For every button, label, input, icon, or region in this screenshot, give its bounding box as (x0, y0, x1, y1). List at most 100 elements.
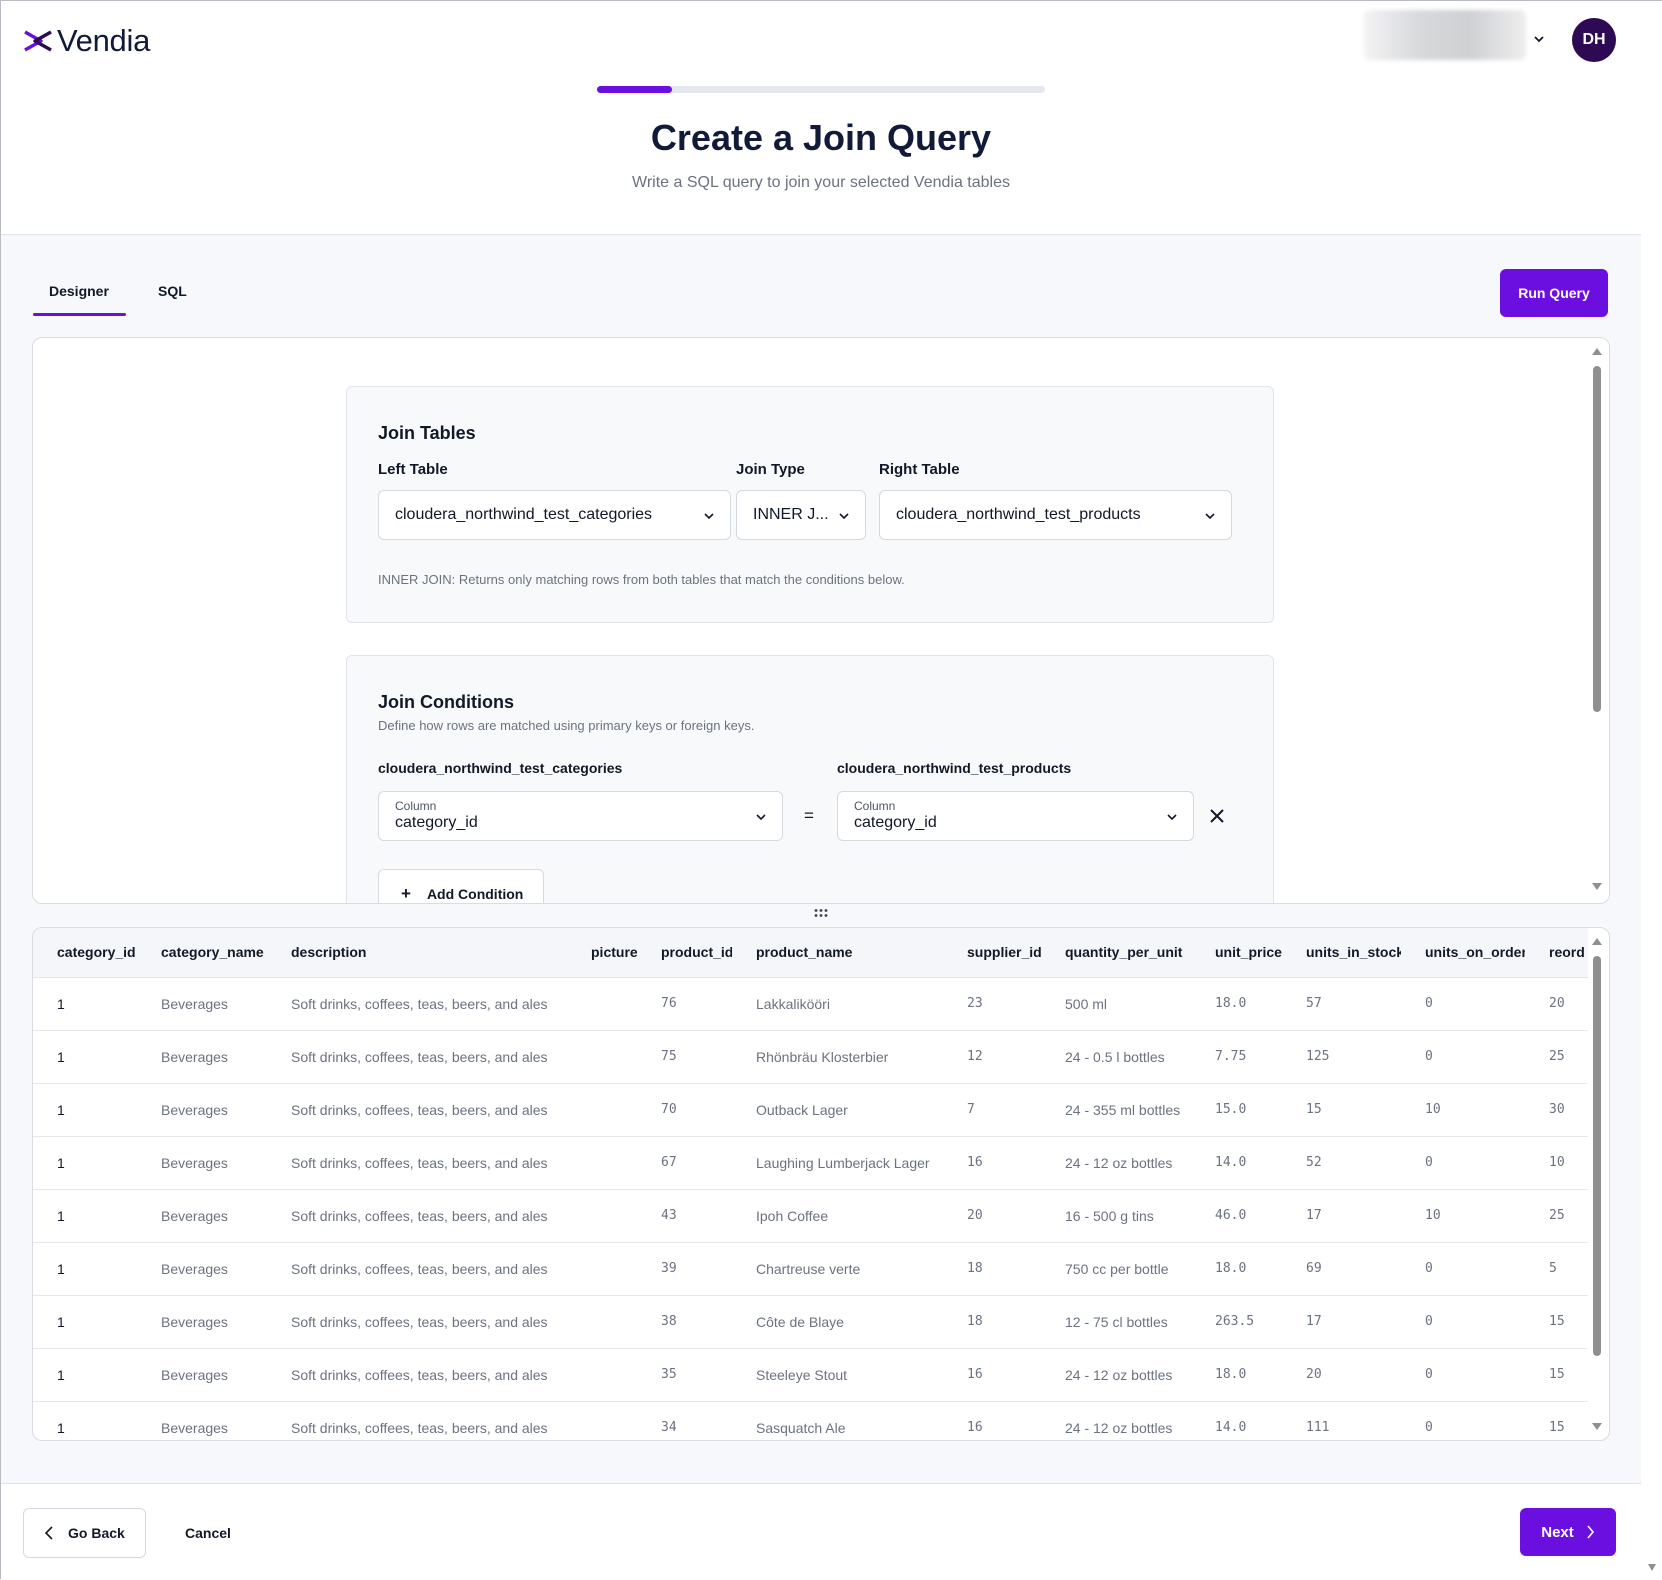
column-header-category-id[interactable]: category_id (33, 928, 137, 978)
table-cell: 16 (943, 1401, 1041, 1440)
table-cell: Ipoh Coffee (732, 1189, 943, 1243)
scroll-down-icon[interactable] (1591, 1422, 1603, 1432)
add-condition-button[interactable]: + Add Condition (378, 869, 544, 903)
column-header-product-id[interactable]: product_id (637, 928, 732, 978)
left-table-label: Left Table (378, 461, 448, 478)
column-header-unit-price[interactable]: unit_price (1191, 928, 1282, 978)
designer-panel: Join Tables Left Table Join Type Right T… (32, 337, 1610, 904)
plus-icon: + (401, 884, 411, 903)
table-cell: Beverages (137, 1295, 267, 1349)
join-conditions-title: Join Conditions (378, 692, 514, 712)
table-cell: 1 (33, 1295, 137, 1349)
avatar[interactable]: DH (1572, 18, 1616, 62)
column-header-units-in-stock[interactable]: units_in_stock (1282, 928, 1401, 978)
table-cell: 1 (33, 977, 137, 1031)
designer-scroll-thumb[interactable] (1593, 366, 1601, 712)
table-cell: Beverages (137, 977, 267, 1031)
table-cell: 17 (1282, 1189, 1401, 1243)
next-button[interactable]: Next (1520, 1508, 1616, 1556)
column-header-picture[interactable]: picture (567, 928, 637, 978)
left-column-select[interactable]: Column category_id (378, 791, 783, 841)
table-row: 1 Beverages Soft drinks, coffees, teas, be… (33, 1083, 1588, 1137)
scroll-down-icon[interactable] (1591, 882, 1603, 892)
table-cell: Soft drinks, coffees, teas, beers, and a… (267, 1030, 567, 1084)
column-header-units-on-order[interactable]: units_on_order (1401, 928, 1525, 978)
table-cell (567, 1189, 637, 1243)
table-cell (567, 1136, 637, 1190)
table-cell: 43 (637, 1189, 732, 1243)
join-tables-card: Join Tables Left Table Join Type Right T… (346, 386, 1274, 623)
column-header-description[interactable]: description (267, 928, 567, 978)
table-cell (567, 1242, 637, 1296)
join-type-label: Join Type (736, 461, 805, 478)
tab-designer[interactable]: Designer (49, 283, 109, 299)
table-cell: 111 (1282, 1401, 1401, 1440)
wizard-progress-fill (597, 86, 672, 93)
page-scrollbar[interactable] (1641, 1, 1662, 1580)
wizard-progress (597, 86, 1045, 93)
table-cell: 46.0 (1191, 1189, 1282, 1243)
table-cell: 76 (637, 977, 732, 1031)
scroll-down-icon[interactable] (1647, 1563, 1657, 1572)
table-cell: 25 (1525, 1030, 1588, 1084)
table-cell: 16 - 500 g tins (1041, 1189, 1191, 1243)
chevron-left-icon (44, 1526, 53, 1540)
account-selector[interactable] (1364, 10, 1526, 60)
table-cell: 34 (637, 1401, 732, 1440)
table-cell: 1 (33, 1030, 137, 1084)
join-conditions-subtitle: Define how rows are matched using primar… (378, 718, 755, 733)
chevron-down-icon (704, 513, 714, 520)
table-row: 1 Beverages Soft drinks, coffees, teas, be… (33, 977, 1588, 1031)
table-cell: 18 (943, 1242, 1041, 1296)
table-cell: Steeleye Stout (732, 1348, 943, 1402)
table-cell: 69 (1282, 1242, 1401, 1296)
chevron-down-icon (756, 814, 766, 821)
left-table-select[interactable]: cloudera_northwind_test_categories (378, 490, 731, 540)
table-cell: 18.0 (1191, 1242, 1282, 1296)
join-type-select[interactable]: INNER J... (736, 490, 866, 540)
table-cell: 35 (637, 1348, 732, 1402)
table-cell: 15 (1525, 1348, 1588, 1402)
table-cell: Beverages (137, 1030, 267, 1084)
column-header-supplier-id[interactable]: supplier_id (943, 928, 1041, 978)
designer-scrollbar[interactable] (1590, 342, 1604, 898)
go-back-button[interactable]: Go Back (23, 1508, 146, 1558)
right-column-select[interactable]: Column category_id (837, 791, 1194, 841)
cancel-button[interactable]: Cancel (179, 1508, 237, 1558)
table-cell: 7 (943, 1083, 1041, 1137)
table-cell: Beverages (137, 1242, 267, 1296)
results-grid: category_id category_name description pictu… (32, 927, 1610, 1441)
results-scroll-thumb[interactable] (1593, 956, 1601, 1356)
column-header-quantity-per-unit[interactable]: quantity_per_unit (1041, 928, 1191, 978)
table-cell: 10 (1401, 1083, 1525, 1137)
table-cell: Soft drinks, coffees, teas, beers, and a… (267, 1242, 567, 1296)
table-cell: Beverages (137, 1348, 267, 1402)
chevron-down-icon (839, 513, 849, 520)
column-header-reord[interactable]: reord (1525, 928, 1588, 978)
chevron-down-icon[interactable] (1531, 31, 1547, 47)
table-cell: 0 (1401, 1242, 1525, 1296)
table-cell: 125 (1282, 1030, 1401, 1084)
close-icon[interactable] (1206, 805, 1228, 827)
column-header-category-name[interactable]: category_name (137, 928, 267, 978)
table-cell: 1 (33, 1348, 137, 1402)
chevron-down-icon (1167, 814, 1177, 821)
logo[interactable]: Vendia (23, 23, 150, 59)
condition-right-table-label: cloudera_northwind_test_products (837, 760, 1072, 776)
table-cell: Beverages (137, 1401, 267, 1440)
table-cell: Soft drinks, coffees, teas, beers, and a… (267, 1401, 567, 1440)
tab-sql[interactable]: SQL (158, 283, 187, 299)
run-query-button[interactable]: Run Query (1500, 269, 1608, 317)
table-cell: 70 (637, 1083, 732, 1137)
table-cell: 75 (637, 1030, 732, 1084)
drag-handle-icon[interactable] (813, 908, 829, 918)
next-label: Next (1541, 1523, 1574, 1541)
results-scrollbar[interactable] (1590, 930, 1604, 1438)
right-table-select[interactable]: cloudera_northwind_test_products (879, 490, 1232, 540)
table-cell: 38 (637, 1295, 732, 1349)
scroll-up-icon[interactable] (1591, 936, 1603, 946)
column-header-product-name[interactable]: product_name (732, 928, 943, 978)
condition-left-table-label: cloudera_northwind_test_categories (378, 760, 623, 776)
scroll-up-icon[interactable] (1591, 346, 1603, 356)
table-cell: 16 (943, 1136, 1041, 1190)
